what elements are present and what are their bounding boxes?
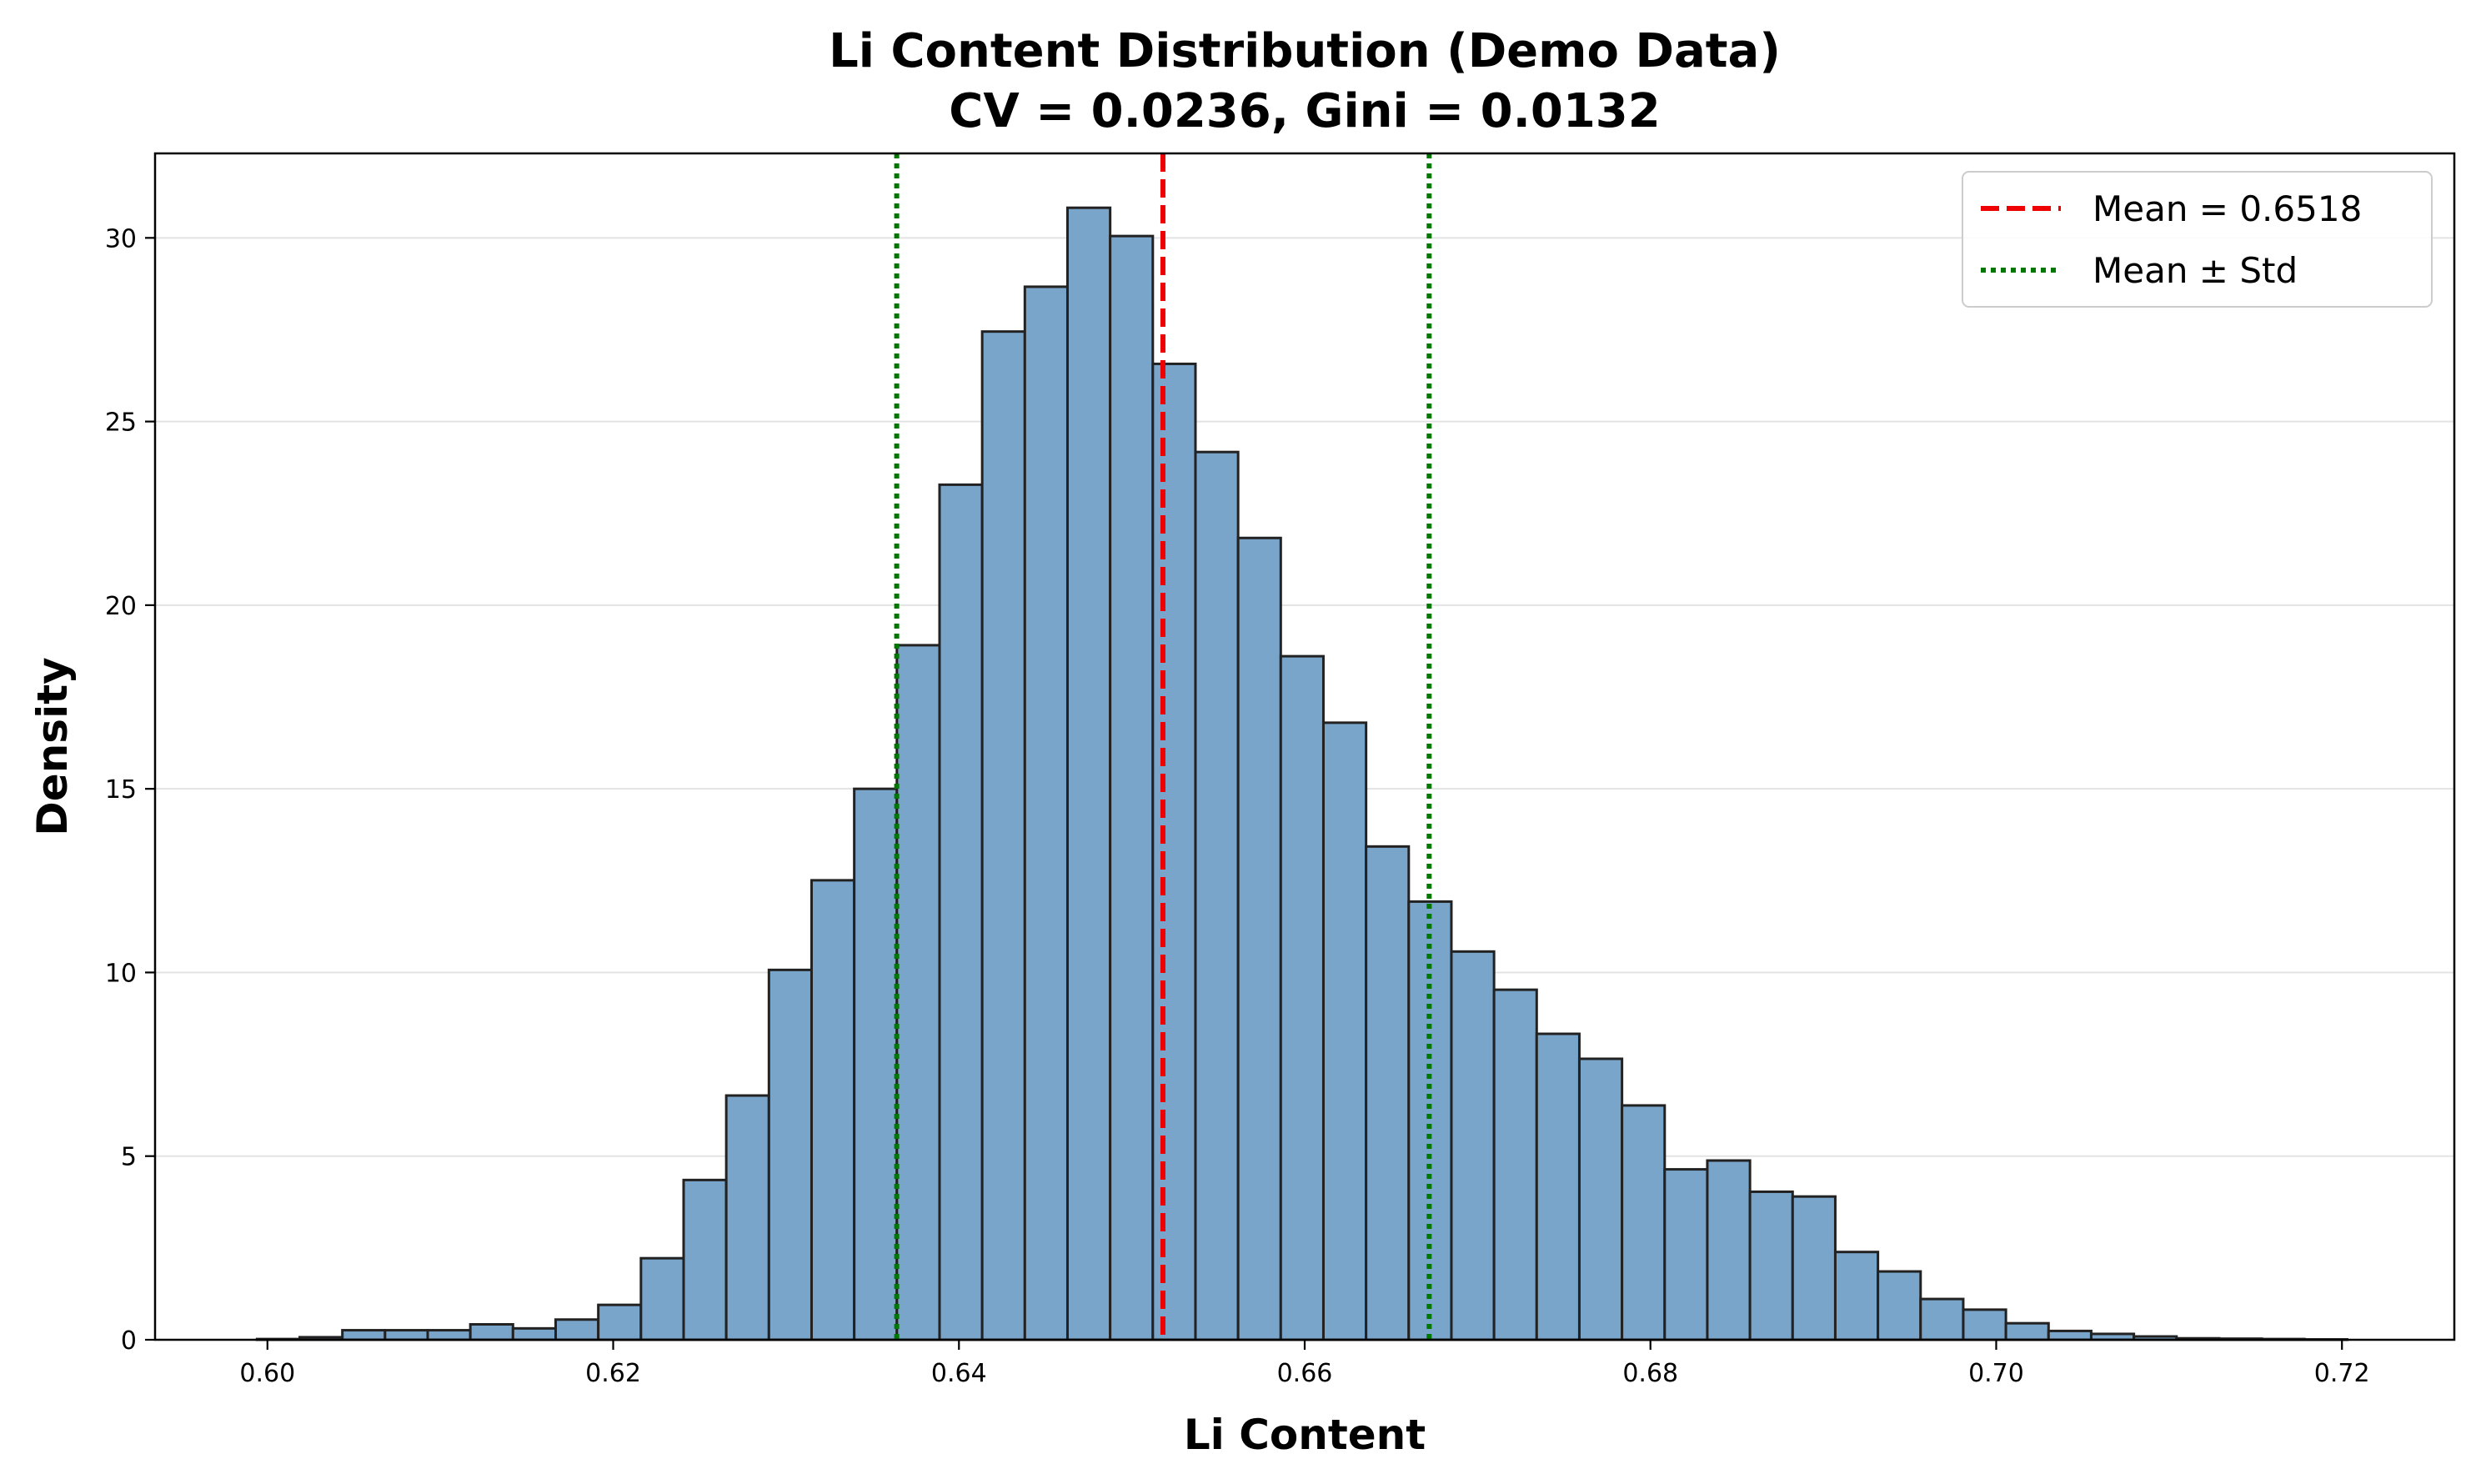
- y-axis-ticks: 0 5 10 15 20 25 30: [105, 224, 155, 1356]
- histogram-bar: [1194, 450, 1240, 1341]
- histogram-bar: [1535, 1032, 1581, 1341]
- x-tick-label: 0.66: [1277, 1359, 1333, 1388]
- histogram-bar: [383, 1329, 429, 1341]
- histogram-bar: [1109, 234, 1155, 1341]
- y-tick-label: 10: [105, 959, 137, 988]
- y-tick-label: 5: [121, 1143, 137, 1172]
- histogram-bar: [853, 787, 899, 1341]
- histogram-bar: [1919, 1297, 1965, 1341]
- histogram-bar: [1279, 654, 1325, 1341]
- y-tick-label: 0: [121, 1326, 137, 1356]
- histogram-bar: [1023, 285, 1069, 1341]
- histogram-bar: [1706, 1159, 1752, 1341]
- y-tick-label: 30: [105, 224, 137, 253]
- histogram-bar: [724, 1094, 770, 1341]
- histogram-bar: [1791, 1195, 1837, 1341]
- y-axis-title: Density: [28, 657, 77, 835]
- y-tick-label: 25: [105, 409, 137, 438]
- histogram-bar: [2004, 1321, 2050, 1341]
- histogram-bar: [1621, 1104, 1667, 1341]
- x-tick-label: 0.70: [1968, 1359, 2024, 1388]
- x-axis-ticks: 0.60 0.62 0.64 0.66 0.68 0.70 0.72: [239, 1340, 2370, 1388]
- histogram-bar: [469, 1322, 514, 1341]
- histogram-bar: [980, 330, 1026, 1341]
- histogram-bar: [511, 1326, 558, 1341]
- histogram-bar: [1151, 362, 1197, 1341]
- histogram-bar: [639, 1256, 685, 1341]
- histogram-bar: [554, 1318, 600, 1341]
- histogram-bar: [1748, 1190, 1794, 1341]
- x-tick-label: 0.60: [239, 1359, 295, 1388]
- histogram-bar: [1877, 1270, 1922, 1341]
- legend-label-std: Mean ± Std: [2093, 250, 2298, 291]
- histogram-bar: [597, 1303, 643, 1341]
- histogram-bar: [1321, 721, 1368, 1341]
- histogram-bars: [255, 206, 2348, 1341]
- histogram-bar: [341, 1329, 387, 1341]
- histogram-bar: [1365, 845, 1411, 1341]
- histogram-bar: [1236, 536, 1282, 1341]
- histogram-bar: [1833, 1251, 1880, 1341]
- y-tick-label: 20: [105, 592, 137, 621]
- histogram-bar: [426, 1329, 472, 1341]
- histogram-bar: [809, 879, 856, 1341]
- histogram-bar: [938, 483, 984, 1341]
- histogram-bar: [895, 644, 941, 1341]
- x-axis-title: Li Content: [1184, 1411, 1426, 1459]
- histogram-bar: [1577, 1057, 1624, 1341]
- y-tick-label: 15: [105, 775, 137, 805]
- histogram-bar: [682, 1178, 728, 1341]
- histogram-bar: [1450, 950, 1496, 1341]
- histogram-bar: [1065, 206, 1112, 1341]
- histogram-bar: [1492, 988, 1538, 1341]
- reference-lines: [894, 153, 1432, 1340]
- x-tick-label: 0.64: [931, 1359, 987, 1388]
- x-tick-label: 0.62: [585, 1359, 641, 1388]
- chart-subtitle: CV = 0.0236, Gini = 0.0132: [949, 84, 1660, 138]
- legend: Mean = 0.6518 Mean ± Std: [1962, 171, 2433, 308]
- x-tick-label: 0.68: [1622, 1359, 1678, 1388]
- legend-label-mean: Mean = 0.6518: [2093, 188, 2362, 229]
- histogram-bar: [1962, 1308, 2007, 1341]
- histogram-bar: [767, 968, 813, 1341]
- legend-box: [1962, 171, 2433, 308]
- histogram-bar: [1663, 1168, 1709, 1341]
- histogram-bar: [2047, 1329, 2093, 1341]
- x-tick-label: 0.72: [2314, 1359, 2370, 1388]
- chart-title: Li Content Distribution (Demo Data): [829, 24, 1781, 78]
